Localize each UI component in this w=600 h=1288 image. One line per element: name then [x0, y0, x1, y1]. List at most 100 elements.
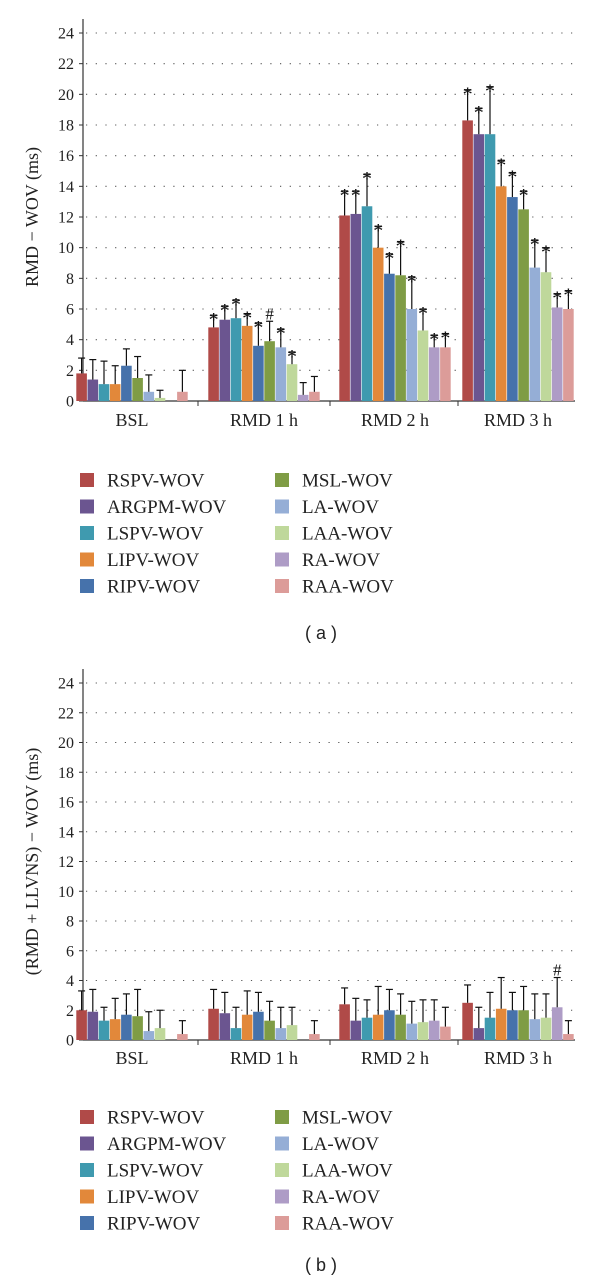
legend-swatch: [275, 526, 289, 540]
legend-item: LA-WOV: [275, 1134, 379, 1155]
legend-item: LIPV-WOV: [80, 1187, 199, 1208]
significance-star: *: [485, 81, 495, 103]
y-tick-label: 14: [58, 824, 74, 841]
legend-swatch: [80, 499, 94, 514]
bar: [563, 1034, 574, 1040]
y-tick-label: 20: [58, 735, 74, 752]
legend-label: MSL-WOV: [302, 1108, 393, 1129]
y-tick-label: 18: [58, 118, 74, 135]
bar: [286, 1025, 298, 1040]
significance-star: *: [220, 300, 230, 322]
bar: [406, 309, 418, 401]
bar: [462, 120, 473, 402]
bar: [495, 186, 507, 401]
legend-item: RA-WOV: [275, 1187, 380, 1208]
bar: [275, 347, 287, 401]
significance-star: *: [440, 328, 450, 350]
significance-star: *: [276, 323, 286, 345]
bar: [154, 1028, 166, 1040]
y-tick-label: 8: [66, 271, 74, 288]
bar: [462, 1002, 473, 1040]
legend-swatch: [275, 1216, 289, 1230]
y-tick-label: 0: [66, 1033, 74, 1050]
y-tick-label: 22: [58, 56, 74, 73]
bar: [264, 341, 275, 401]
legend-label: LA-WOV: [302, 1134, 379, 1155]
bar: [177, 391, 188, 401]
legend-item: RA-WOV: [275, 550, 380, 571]
bar: [540, 1017, 552, 1040]
significance-star: *: [552, 288, 562, 310]
legend-item: RAA-WOV: [275, 577, 394, 598]
bar: [529, 267, 541, 401]
legend-item: LSPV-WOV: [80, 524, 204, 545]
bar: [529, 1019, 541, 1040]
y-tick-label: 12: [58, 854, 74, 871]
y-tick-label: 10: [58, 884, 74, 901]
legend-item: LSPV-WOV: [80, 1161, 204, 1182]
x-tick-label: RMD 2 h: [361, 1048, 429, 1068]
bar: [98, 1020, 110, 1040]
legend-item: LAA-WOV: [275, 524, 393, 545]
significance-hash: #: [553, 961, 562, 980]
y-axis-label: (RMD + LLVNS) − WOV (ms): [22, 748, 43, 975]
significance-star: *: [541, 242, 551, 264]
bar: [406, 1023, 418, 1040]
bar: [384, 1010, 395, 1040]
bar: [275, 1028, 287, 1040]
significance-star: *: [209, 309, 219, 331]
significance-star: *: [373, 220, 383, 242]
significance-star: *: [384, 248, 394, 270]
y-tick-label: 4: [66, 332, 74, 349]
bar: [350, 213, 362, 401]
legend-label: MSL-WOV: [302, 471, 393, 492]
bar: [253, 345, 264, 401]
x-tick-label: RMD 3 h: [484, 1048, 552, 1068]
bar: [372, 247, 384, 401]
bar: [484, 1017, 496, 1040]
legend-item: RSPV-WOV: [80, 471, 205, 492]
bar: [87, 1011, 99, 1040]
legend-swatch: [80, 1189, 94, 1204]
significance-star: *: [396, 236, 406, 258]
bar: [264, 1020, 275, 1040]
bar: [219, 1013, 231, 1040]
bar: [230, 318, 242, 401]
legend-item: LA-WOV: [275, 497, 379, 518]
legend-swatch: [80, 1110, 94, 1124]
y-tick-label: 4: [66, 973, 74, 990]
bar: [495, 1008, 507, 1040]
y-tick-label: 12: [58, 210, 74, 227]
legend-item: ARGPM-WOV: [80, 497, 227, 518]
bar: [361, 1017, 373, 1040]
y-tick-label: 6: [66, 302, 74, 319]
bar: [297, 394, 309, 401]
bar: [241, 1014, 253, 1040]
legend-swatch: [80, 473, 94, 487]
bar: [253, 1011, 264, 1040]
bar: [109, 384, 121, 401]
bar: [518, 1010, 529, 1040]
legend-label: RIPV-WOV: [107, 577, 201, 598]
bar: [484, 134, 496, 401]
bar: [109, 1019, 121, 1040]
significance-star: *: [351, 185, 361, 207]
panel-caption: ( b ): [305, 1255, 337, 1275]
bar: [76, 1010, 87, 1040]
legend-swatch: [80, 526, 94, 540]
y-tick-label: 8: [66, 914, 74, 931]
significance-star: *: [287, 346, 297, 368]
legend-swatch: [275, 1110, 289, 1124]
significance-star: *: [407, 271, 417, 293]
bar: [241, 325, 253, 401]
legend-label: LIPV-WOV: [107, 1187, 199, 1208]
bar: [440, 347, 451, 401]
y-tick-label: 0: [66, 394, 74, 411]
bar: [395, 275, 406, 401]
legend-swatch: [275, 1163, 289, 1177]
legend-label: RSPV-WOV: [107, 1108, 205, 1129]
legend-swatch: [275, 499, 289, 514]
legend-item: MSL-WOV: [275, 1108, 393, 1129]
legend-swatch: [275, 579, 289, 593]
